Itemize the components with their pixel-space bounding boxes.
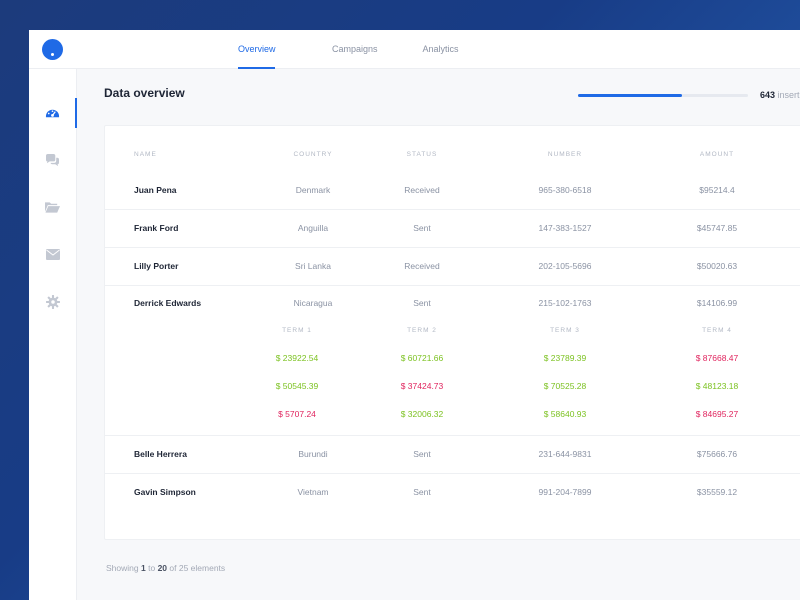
cell-country: Burundi xyxy=(298,449,328,459)
cell-status: Received xyxy=(404,185,440,195)
cell-status: Received xyxy=(404,261,440,271)
tab-analytics[interactable]: Analytics xyxy=(422,44,459,54)
term-header: TERM 4 xyxy=(702,327,732,334)
footer-of: of 25 elements xyxy=(169,563,226,573)
table-row-expanded[interactable]: Derrick Edwards Nicaragua Sent 215-102-1… xyxy=(105,285,800,322)
term-value: $ 37424.73 xyxy=(400,381,444,391)
cell-amount: $50020.63 xyxy=(696,261,738,271)
cell-amount: $45747.85 xyxy=(696,223,738,233)
term-value: $ 23922.54 xyxy=(275,353,319,363)
column-header-status[interactable]: STATUS xyxy=(406,151,438,158)
term-breakdown: TERM 1 TERM 2 TERM 3 TERM 4 $ 23922.54 $… xyxy=(105,326,800,436)
page-title: Data overview xyxy=(104,86,185,100)
sidebar-item-chat[interactable] xyxy=(29,145,76,175)
cell-amount: $75666.76 xyxy=(696,449,738,459)
cell-number: 991-204-7899 xyxy=(538,487,592,497)
cell-name: Frank Ford xyxy=(134,223,179,233)
cell-number: 231-644-9831 xyxy=(538,449,592,459)
inserted-count: 643 xyxy=(760,90,776,100)
column-header-name[interactable]: NAME xyxy=(134,151,157,158)
cell-status: Sent xyxy=(413,223,431,233)
table-row[interactable]: Juan Pena Denmark Received 965-380-6518 … xyxy=(105,172,800,210)
app-window: Overview Campaigns Analytics xyxy=(29,30,800,600)
pagination-summary: Showing 1 to 20 of 25 elements xyxy=(106,563,225,573)
progress-fill xyxy=(578,94,682,97)
cell-amount: $35559.12 xyxy=(696,487,738,497)
inserted-label: inserti xyxy=(777,90,800,100)
table-row[interactable]: Lilly Porter Sri Lanka Received 202-105-… xyxy=(105,248,800,286)
mail-icon xyxy=(45,248,60,260)
sidebar-item-dashboard[interactable] xyxy=(29,98,77,128)
progress-bar xyxy=(578,94,748,97)
term-header: TERM 2 xyxy=(407,327,437,334)
footer-to: 20 xyxy=(157,563,168,573)
cell-country: Nicaragua xyxy=(293,298,333,308)
footer-to-word: to xyxy=(148,563,156,573)
cell-name: Lilly Porter xyxy=(134,261,179,271)
sidebar xyxy=(29,69,77,600)
cell-number: 965-380-6518 xyxy=(538,185,592,195)
tab-overview[interactable]: Overview xyxy=(238,30,276,69)
cell-amount: $95214.4 xyxy=(699,185,735,195)
term-value: $ 48123.18 xyxy=(695,381,739,391)
footer-prefix: Showing xyxy=(106,563,139,573)
table-row[interactable]: Gavin Simpson Vietnam Sent 991-204-7899 … xyxy=(105,474,800,511)
data-table-card: NAME COUNTRY STATUS NUMBER AMOUNT Juan P… xyxy=(104,125,800,540)
cell-name: Belle Herrera xyxy=(134,449,187,459)
tab-campaigns[interactable]: Campaigns xyxy=(332,44,378,54)
cell-number: 215-102-1763 xyxy=(538,298,592,308)
column-header-country[interactable]: COUNTRY xyxy=(293,151,333,158)
logo[interactable] xyxy=(42,39,63,60)
cell-name: Derrick Edwards xyxy=(134,298,202,308)
cell-name: Juan Pena xyxy=(134,185,177,195)
term-value: $ 70525.28 xyxy=(543,381,587,391)
column-header-amount[interactable]: AMOUNT xyxy=(699,151,735,158)
term-header: TERM 3 xyxy=(550,327,580,334)
table-row[interactable]: Belle Herrera Burundi Sent 231-644-9831 … xyxy=(105,436,800,474)
term-value: $ 87668.47 xyxy=(695,353,739,363)
top-bar: Overview Campaigns Analytics xyxy=(29,30,800,69)
cell-number: 147-383-1527 xyxy=(538,223,592,233)
sidebar-item-files[interactable] xyxy=(29,192,76,222)
term-value: $ 23789.39 xyxy=(543,353,587,363)
cell-status: Sent xyxy=(413,487,431,497)
cell-name: Gavin Simpson xyxy=(134,487,196,497)
folder-icon xyxy=(45,201,60,213)
sidebar-item-mail[interactable] xyxy=(29,239,76,269)
sidebar-item-settings[interactable] xyxy=(29,287,76,317)
term-value: $ 84695.27 xyxy=(695,409,739,419)
cell-country: Vietnam xyxy=(297,487,329,497)
cell-number: 202-105-5696 xyxy=(538,261,592,271)
term-value: $ 58640.93 xyxy=(543,409,587,419)
term-value: $ 50545.39 xyxy=(275,381,319,391)
cell-country: Anguilla xyxy=(297,223,329,233)
inserted-counter: 643 inserti xyxy=(760,90,800,100)
gear-icon xyxy=(45,295,60,309)
table-row[interactable]: Frank Ford Anguilla Sent 147-383-1527 $4… xyxy=(105,210,800,248)
dashboard-icon xyxy=(45,106,60,121)
term-header: TERM 1 xyxy=(282,327,312,334)
term-value: $ 5707.24 xyxy=(278,409,316,419)
footer-from: 1 xyxy=(140,563,146,573)
cell-status: Sent xyxy=(413,298,431,308)
cell-country: Denmark xyxy=(295,185,331,195)
cell-country: Sri Lanka xyxy=(295,261,331,271)
cell-amount: $14106.99 xyxy=(696,298,738,308)
cell-status: Sent xyxy=(413,449,431,459)
column-header-number[interactable]: NUMBER xyxy=(547,151,583,158)
term-value: $ 32006.32 xyxy=(400,409,444,419)
term-value: $ 60721.66 xyxy=(400,353,444,363)
chat-icon xyxy=(45,153,60,167)
